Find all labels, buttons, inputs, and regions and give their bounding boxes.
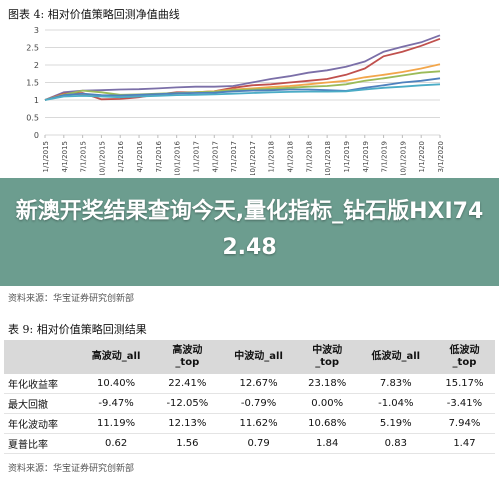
x-tick-label: 10/1/2015	[98, 141, 106, 175]
y-tick-label: 2.5	[26, 44, 39, 53]
x-tick-label: 7/1/2015	[80, 141, 88, 172]
x-tick-label: 4/1/2016	[136, 140, 144, 172]
table-header-row: 高波动_all 高波动 _top 中波动_all 中波动 _top 低波动_all …	[4, 340, 495, 374]
table-cell: 1.47	[433, 433, 495, 454]
header-low-vol-top: 低波动 _top	[433, 340, 495, 374]
table-cell: -0.79%	[220, 393, 297, 414]
y-tick-label: 1	[34, 96, 39, 105]
table-cell: 11.19%	[78, 413, 155, 434]
x-tick-label: 10/1/2016	[174, 140, 182, 175]
table-title: 表 9: 相对价值策略回测结果	[8, 323, 147, 336]
results-table: 高波动_all 高波动 _top 中波动_all 中波动 _top 低波动_all …	[4, 340, 495, 454]
figure-source: 资料来源：华宝证券研究创新部	[8, 294, 135, 304]
x-tick-label: 3/1/2020	[437, 141, 445, 172]
table-cell: 22.41%	[154, 374, 221, 394]
chart-svg: 0 0.5 1 1.5 2 2.5 3 1/1/2015 4/1/2015 7/1/2015 10/…	[26, 26, 445, 177]
x-tick-label: 10/1/2017	[249, 141, 257, 175]
header-high-vol-top: 高波动 _top	[154, 340, 221, 374]
table-cell: -3.41%	[433, 393, 495, 414]
x-tick-label: 7/1/2019	[381, 141, 389, 172]
x-tick-label: 4/1/2019	[362, 141, 370, 172]
series-line-0	[44, 34, 441, 101]
table-cell: 10.68%	[296, 413, 358, 434]
table-cell: 23.18%	[296, 374, 358, 394]
table-cell: 12.13%	[154, 413, 221, 434]
row-label: 年化收益率	[4, 374, 78, 394]
x-tick-label: 10/1/2018	[324, 141, 332, 175]
table-cell: 5.19%	[357, 413, 434, 434]
y-tick-label: 1.5	[26, 79, 39, 88]
x-tick-label: 7/1/2017	[230, 141, 238, 172]
table-cell: 0.00%	[296, 393, 358, 414]
table-cell: 7.83%	[357, 374, 434, 394]
series-line-4	[44, 77, 441, 101]
header-low-vol-all: 低波动_all	[357, 340, 434, 374]
row-label: 夏普比率	[4, 433, 78, 454]
x-tick-label: 1/1/2017	[192, 141, 200, 172]
y-tick-label: 0	[34, 131, 39, 140]
table-cell: 15.17%	[433, 374, 495, 394]
row-label: 最大回撤	[4, 393, 78, 414]
y-tick-label: 2	[34, 61, 39, 70]
overlay-banner: 高波动_top —— 中波动_all 新澳开奖结果查询今天,量化指标_钻石版HX…	[0, 178, 499, 423]
table-cell: 11.62%	[220, 413, 297, 434]
table-cell: 12.67%	[220, 374, 297, 394]
x-tick-label: 1/1/2018	[268, 141, 276, 172]
series-line-1	[44, 37, 441, 101]
y-tick-label: 3	[34, 26, 39, 35]
table-cell: 1.84	[296, 433, 358, 454]
header-mid-vol-top: 中波动 _top	[296, 340, 358, 374]
x-tick-label: 7/1/2018	[305, 141, 313, 172]
x-tick-label: 7/1/2016	[155, 140, 163, 172]
x-tick-label: 10/1/2019	[399, 141, 407, 175]
table-row: 夏普比率 0.62 1.56 0.79 1.84 0.83 1.47	[4, 433, 495, 454]
x-tick-label: 4/1/2017	[211, 141, 219, 172]
series-line-3	[44, 70, 441, 101]
header-corner	[4, 340, 78, 374]
table-cell: -12.05%	[154, 393, 221, 414]
table-cell: 1.56	[154, 433, 221, 454]
table-source: 资料来源：华宝证券研究创新部	[8, 464, 135, 474]
series-line-5	[44, 83, 441, 101]
banner-headline: 新澳开奖结果查询今天,量化指标_钻石版HXI742.48	[15, 199, 484, 260]
row-label: 年化波动率	[4, 413, 78, 434]
x-tick-label: 1/1/2016	[117, 140, 125, 172]
x-tick-label: 4/1/2015	[61, 141, 69, 172]
table-cell: 7.94%	[433, 413, 495, 434]
y-tick-label: 0.5	[26, 114, 39, 123]
table-cell: -1.04%	[357, 393, 434, 414]
x-tick-label: 1/1/2020	[418, 141, 426, 172]
table-cell: -9.47%	[78, 393, 155, 414]
table-row: 最大回撤 -9.47% -12.05% -0.79% 0.00% -1.04% …	[4, 393, 495, 414]
table-cell: 10.40%	[78, 374, 155, 394]
figure-title: 图表 4: 相对价值策略回测净值曲线	[8, 8, 180, 21]
x-tick-label: 1/1/2019	[343, 141, 351, 172]
header-high-vol-all: 高波动_all	[78, 340, 155, 374]
x-tick-label: 4/1/2018	[287, 141, 295, 172]
table-cell: 0.79	[220, 433, 297, 454]
table-row: 年化收益率 10.40% 22.41% 12.67% 23.18% 7.83% …	[4, 374, 495, 394]
table-row: 年化波动率 11.19% 12.13% 11.62% 10.68% 5.19% …	[4, 413, 495, 434]
header-mid-vol-all: 中波动_all	[220, 340, 297, 374]
table-cell: 0.62	[78, 433, 155, 454]
nav-line-chart: 0 0.5 1 1.5 2 2.5 3 1/1/2015 4/1/2015 7/1/2015 10/…	[0, 20, 499, 177]
table-cell: 0.83	[357, 433, 434, 454]
x-tick-label: 1/1/2015	[42, 141, 50, 172]
